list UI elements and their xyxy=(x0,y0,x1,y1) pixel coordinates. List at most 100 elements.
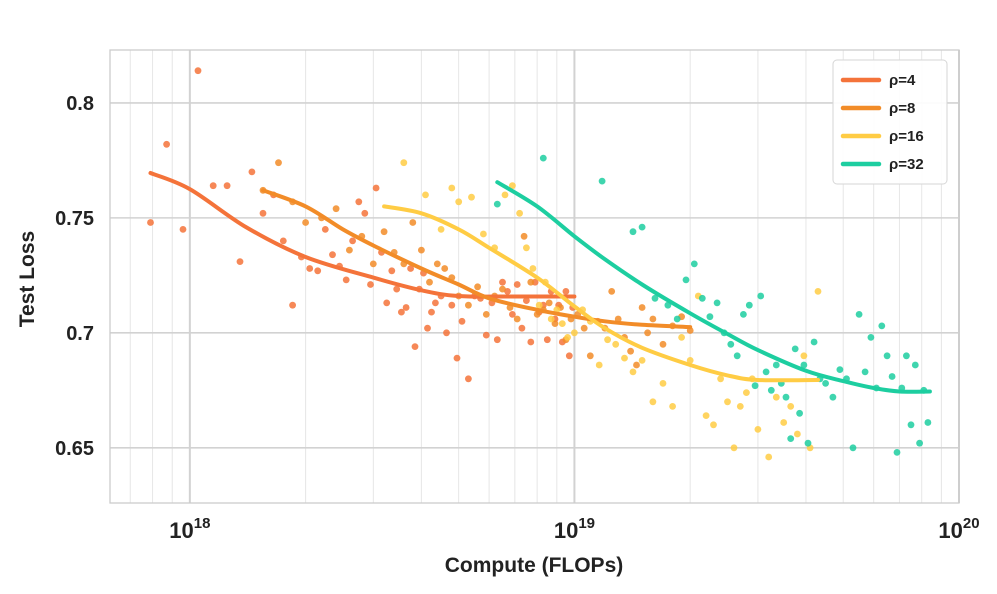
scatter-point-series-1 xyxy=(355,198,363,206)
scatter-point-series-2 xyxy=(426,278,433,286)
y-tick-labels: 0.65 0.7 0.75 0.8 xyxy=(55,93,94,460)
scatter-point-series-2 xyxy=(608,288,616,295)
scatter-point-series-1 xyxy=(424,324,431,332)
scatter-point-series-4 xyxy=(767,386,775,394)
scatter-point-series-3 xyxy=(686,357,694,364)
scatter-point-series-1 xyxy=(509,311,516,318)
scatter-point-series-4 xyxy=(855,311,863,318)
scatter-point-series-2 xyxy=(482,311,490,318)
scatter-point-series-1 xyxy=(248,168,256,176)
scatter-point-series-1 xyxy=(499,278,506,286)
x-tick-label: 1018 xyxy=(169,515,210,543)
scatter-point-series-2 xyxy=(380,228,388,236)
scatter-point-series-3 xyxy=(669,403,676,410)
scatter-point-series-3 xyxy=(814,288,822,295)
scatter-point-series-4 xyxy=(878,322,886,330)
scatter-point-series-1 xyxy=(523,297,530,304)
scatter-point-series-2 xyxy=(409,219,417,226)
scatter-point-series-3 xyxy=(765,453,773,461)
fit-line-series-2 xyxy=(261,188,693,330)
scatter-point-series-3 xyxy=(638,357,646,364)
scatter-point-series-3 xyxy=(529,265,537,272)
scatter-point-series-2 xyxy=(441,265,449,272)
scatter-point-series-4 xyxy=(782,393,790,401)
scatter-point-series-4 xyxy=(822,380,829,387)
scatter-point-series-2 xyxy=(586,352,594,360)
scatter-point-series-4 xyxy=(791,345,799,353)
scatter-point-series-4 xyxy=(629,228,637,236)
scatter-point-series-3 xyxy=(547,315,555,323)
scatter-point-series-4 xyxy=(787,435,795,442)
x-tick-label: 1020 xyxy=(938,515,979,543)
scatter-point-series-2 xyxy=(649,315,657,323)
y-axis-title: Test Loss xyxy=(16,231,39,327)
scatter-point-series-4 xyxy=(888,373,896,380)
scatter-point-series-4 xyxy=(733,352,741,360)
scatter-point-series-3 xyxy=(659,380,667,387)
scatter-point-series-2 xyxy=(418,246,425,254)
x-tick-label: 1019 xyxy=(554,515,595,543)
scatter-point-series-1 xyxy=(209,182,217,190)
legend-box xyxy=(832,59,948,185)
scatter-point-series-1 xyxy=(411,343,419,350)
fit-line-series-1 xyxy=(148,171,577,299)
scatter-point-series-1 xyxy=(402,304,410,311)
scatter-point-series-1 xyxy=(407,265,414,272)
scatter-point-series-1 xyxy=(458,317,466,325)
scatter-point-series-4 xyxy=(751,382,759,390)
scatter-point-series-3 xyxy=(621,354,628,362)
scatter-point-series-1 xyxy=(432,299,439,307)
scatter-point-series-4 xyxy=(804,439,812,447)
scatter-point-series-4 xyxy=(772,361,780,369)
scatter-point-series-2 xyxy=(644,329,651,337)
scatter-point-series-2 xyxy=(659,340,667,348)
x-tick-labels: 1018 1019 1020 xyxy=(169,515,979,543)
scatter-point-series-1 xyxy=(289,301,296,309)
scatter-point-series-3 xyxy=(612,340,620,348)
scatter-point-series-1 xyxy=(448,301,456,309)
scatter-point-series-1 xyxy=(543,336,551,344)
scatter-point-series-2 xyxy=(638,304,646,311)
scatter-point-series-4 xyxy=(893,449,901,456)
legend-label: ρ=4 xyxy=(889,72,916,89)
scatter-point-series-4 xyxy=(638,223,646,231)
scatter-point-series-3 xyxy=(501,191,509,199)
scatter-point-series-4 xyxy=(861,368,869,376)
scatter-point-series-4 xyxy=(836,366,844,373)
scatter-point-series-3 xyxy=(736,403,744,410)
y-tick-label: 0.8 xyxy=(66,93,94,115)
scatter-point-series-1 xyxy=(428,308,435,316)
y-tick-label: 0.7 xyxy=(66,323,94,345)
scatter-point-series-1 xyxy=(513,281,521,288)
scatter-point-series-2 xyxy=(520,232,528,240)
scatter-point-series-2 xyxy=(433,260,441,268)
scatter-point-series-3 xyxy=(794,430,801,438)
scatter-point-series-3 xyxy=(678,334,685,341)
scatter-point-series-4 xyxy=(493,200,501,208)
scatter-point-series-1 xyxy=(562,288,570,295)
legend: ρ=4 ρ=8 ρ=16 ρ=32 xyxy=(832,59,948,185)
scatter-point-series-2 xyxy=(633,361,640,369)
scatter-point-series-1 xyxy=(306,265,314,272)
scatter-point-series-1 xyxy=(194,67,202,75)
scatter-point-series-4 xyxy=(673,315,681,323)
data-points xyxy=(147,67,932,461)
fit-line-series-4 xyxy=(495,180,932,394)
scatter-point-series-3 xyxy=(564,334,571,341)
scatter-point-series-4 xyxy=(713,299,721,307)
scatter-point-series-4 xyxy=(796,409,803,417)
scatter-point-series-3 xyxy=(780,419,788,426)
scatter-point-series-2 xyxy=(465,301,472,309)
scatter-point-series-3 xyxy=(730,444,738,452)
scatter-point-series-3 xyxy=(480,230,487,238)
scatter-point-series-2 xyxy=(551,320,559,327)
scatter-point-series-3 xyxy=(448,184,456,192)
scatter-point-series-2 xyxy=(474,283,481,291)
scatter-point-series-1 xyxy=(314,267,322,275)
legend-label: ρ=32 xyxy=(889,156,924,173)
scatter-point-series-4 xyxy=(539,154,547,162)
scatter-point-series-3 xyxy=(754,426,762,433)
scatter-point-series-1 xyxy=(223,182,231,190)
scatter-point-series-1 xyxy=(372,184,380,192)
scatter-point-series-3 xyxy=(702,412,710,419)
